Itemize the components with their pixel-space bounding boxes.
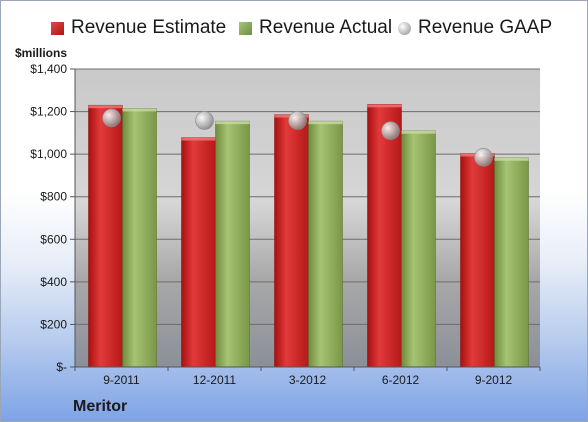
legend-swatch-gaap [398,21,411,35]
legend: Revenue Estimate Revenue Actual Revenue … [1,17,587,43]
y-tick-label: $1,400 [30,62,67,76]
y-tick-label: $200 [40,317,67,331]
axes: $- $200 $400 $600 $800 $1,000 $1,200 $1,400 9-20… [30,62,541,387]
bar-revenue-actual [401,130,436,368]
x-tick-label: 9-2012 [475,373,513,387]
legend-label-gaap: Revenue GAAP [418,17,553,38]
bar-top-highlight-estimate [181,137,216,141]
x-tick-label: 12-2011 [193,373,236,387]
legend-item-revenue-estimate: Revenue Estimate [51,17,226,39]
x-tick-label: 9-2011 [103,373,140,387]
bar-top-highlight-actual [494,157,529,161]
bar-top-highlight-actual [215,121,250,125]
bar-revenue-actual [308,120,343,368]
y-axis-unit-label: $millions [15,46,68,60]
bar-top-highlight-estimate [367,104,402,108]
bar-revenue-estimate [88,104,123,368]
y-tick-label: $800 [40,190,67,204]
x-tick-label: 6-2012 [382,373,420,387]
legend-item-revenue-gaap: Revenue GAAP [398,17,552,39]
point-revenue-gaap [102,108,121,128]
point-revenue-gaap [381,121,400,141]
gaap-markers [102,108,493,167]
bar-revenue-estimate [367,104,402,368]
point-revenue-gaap [288,111,307,130]
bar-top-highlight-actual [308,121,343,125]
bar-top-highlight-actual [401,130,436,134]
legend-swatch-actual [239,21,252,35]
y-tick-label: $400 [40,275,67,289]
y-tick-label: $600 [40,232,67,246]
point-revenue-gaap [474,148,493,167]
bar-revenue-actual [215,120,250,368]
x-tick-label: 3-2012 [289,373,327,387]
bar-revenue-actual [494,157,529,368]
legend-item-revenue-actual: Revenue Actual [239,17,392,39]
bar-top-highlight-estimate [88,105,123,109]
point-revenue-gaap [195,111,214,130]
y-tick-label: $1,000 [30,147,67,161]
bar-revenue-actual [122,108,157,368]
bars [88,104,529,368]
bar-revenue-estimate [181,137,216,368]
bar-revenue-estimate [460,153,495,368]
bar-revenue-estimate [274,114,309,368]
bar-top-highlight-actual [122,108,157,112]
legend-label-estimate: Revenue Estimate [71,17,227,38]
company-name: Meritor [73,398,128,415]
y-tick-label: $- [56,360,67,374]
legend-label-actual: Revenue Actual [259,17,393,38]
y-tick-label: $1,200 [30,105,67,119]
legend-swatch-estimate [51,21,64,35]
